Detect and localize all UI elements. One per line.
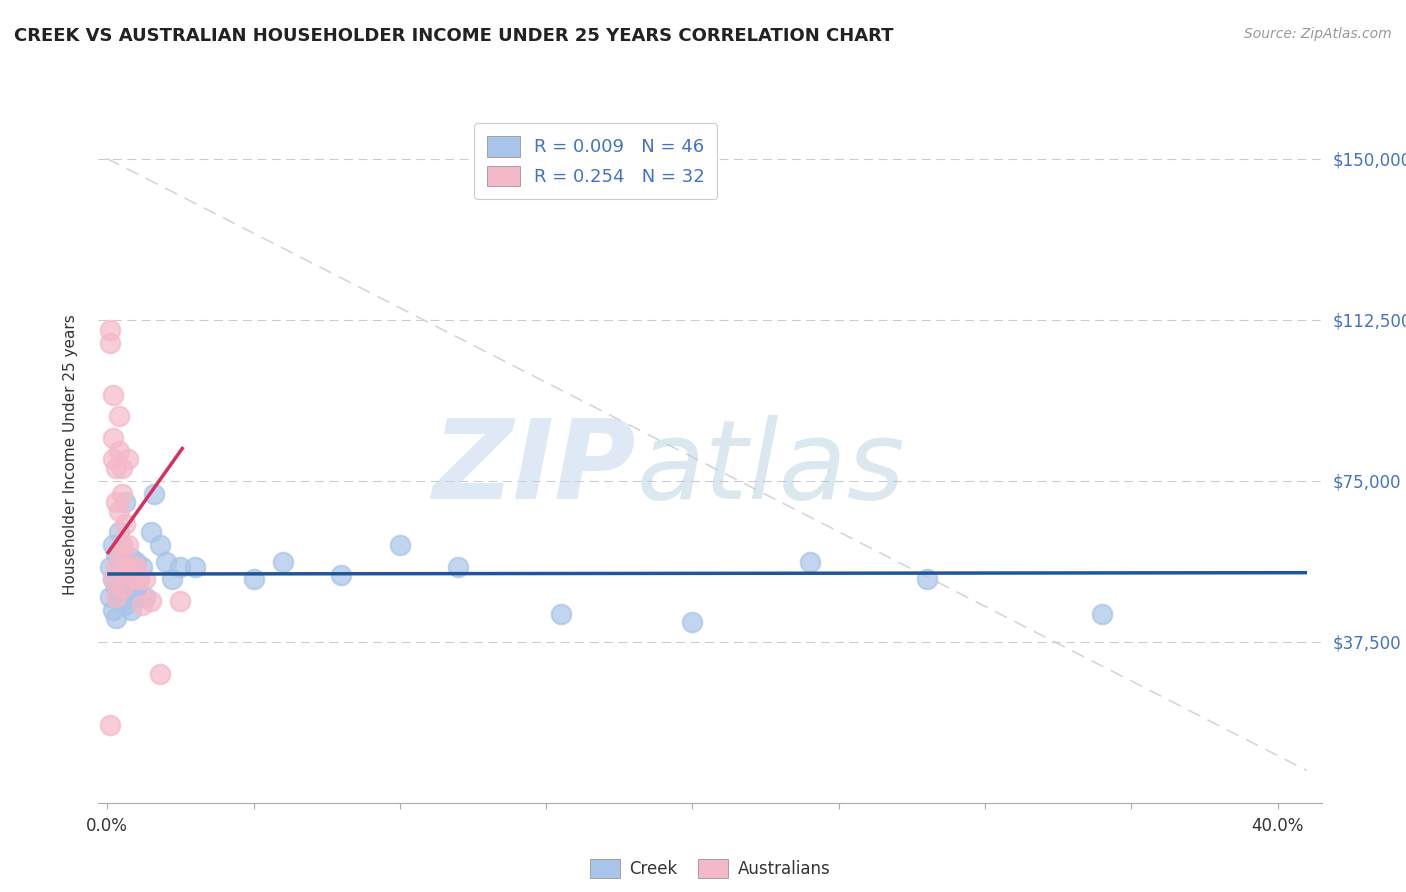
Point [114,599,136,613]
Point [149,538,172,552]
Point [139,594,162,608]
Legend: Creek, Australians: Creek, Australians [583,853,837,885]
Point [550,607,572,621]
Y-axis label: Householder Income Under 25 years: Householder Income Under 25 years [63,315,77,595]
Point [155,555,177,569]
Point [98,590,121,604]
Point [108,409,131,424]
Point [117,573,139,587]
Point [108,547,131,561]
Point [111,581,134,595]
Point [139,525,162,540]
Point [125,559,148,574]
Point [101,431,124,445]
Point [108,504,131,518]
Point [108,525,131,540]
Point [120,602,142,616]
Point [122,568,145,582]
Point [388,538,411,552]
Text: ZIP: ZIP [433,416,637,523]
Point [184,559,207,574]
Text: atlas: atlas [637,416,905,523]
Point [242,573,264,587]
Point [108,590,131,604]
Point [98,559,121,574]
Point [111,538,134,552]
Point [104,559,127,574]
Point [104,460,127,475]
Point [111,594,134,608]
Point [108,555,131,569]
Point [114,516,136,531]
Point [101,573,124,587]
Point [104,590,127,604]
Point [125,555,148,569]
Point [111,564,134,578]
Text: CREEK VS AUSTRALIAN HOUSEHOLDER INCOME UNDER 25 YEARS CORRELATION CHART: CREEK VS AUSTRALIAN HOUSEHOLDER INCOME U… [14,27,894,45]
Point [128,573,150,587]
Point [447,559,470,574]
Point [134,573,156,587]
Point [101,602,124,616]
Point [104,581,127,595]
Point [104,611,127,625]
Point [111,460,134,475]
Point [117,452,139,467]
Text: Source: ZipAtlas.com: Source: ZipAtlas.com [1244,27,1392,41]
Point [120,559,142,574]
Point [330,568,353,582]
Point [915,573,938,587]
Point [271,555,294,569]
Point [134,590,156,604]
Point [169,559,191,574]
Point [111,486,134,500]
Point [120,551,142,566]
Point [98,323,121,337]
Point [682,615,704,630]
Point [149,667,172,681]
Point [114,559,136,574]
Point [98,336,121,351]
Point [799,555,821,569]
Point [101,573,124,587]
Point [108,443,131,458]
Point [125,581,148,595]
Point [101,452,124,467]
Point [111,538,134,552]
Point [169,594,191,608]
Point [128,573,150,587]
Point [101,538,124,552]
Point [131,559,153,574]
Point [122,573,145,587]
Point [104,495,127,509]
Point [98,718,121,732]
Point [122,590,145,604]
Point [114,559,136,574]
Point [111,576,134,591]
Point [104,547,127,561]
Point [1091,607,1114,621]
Point [143,486,166,500]
Point [131,599,153,613]
Point [114,495,136,509]
Point [160,573,183,587]
Point [101,388,124,402]
Point [117,538,139,552]
Point [117,590,139,604]
